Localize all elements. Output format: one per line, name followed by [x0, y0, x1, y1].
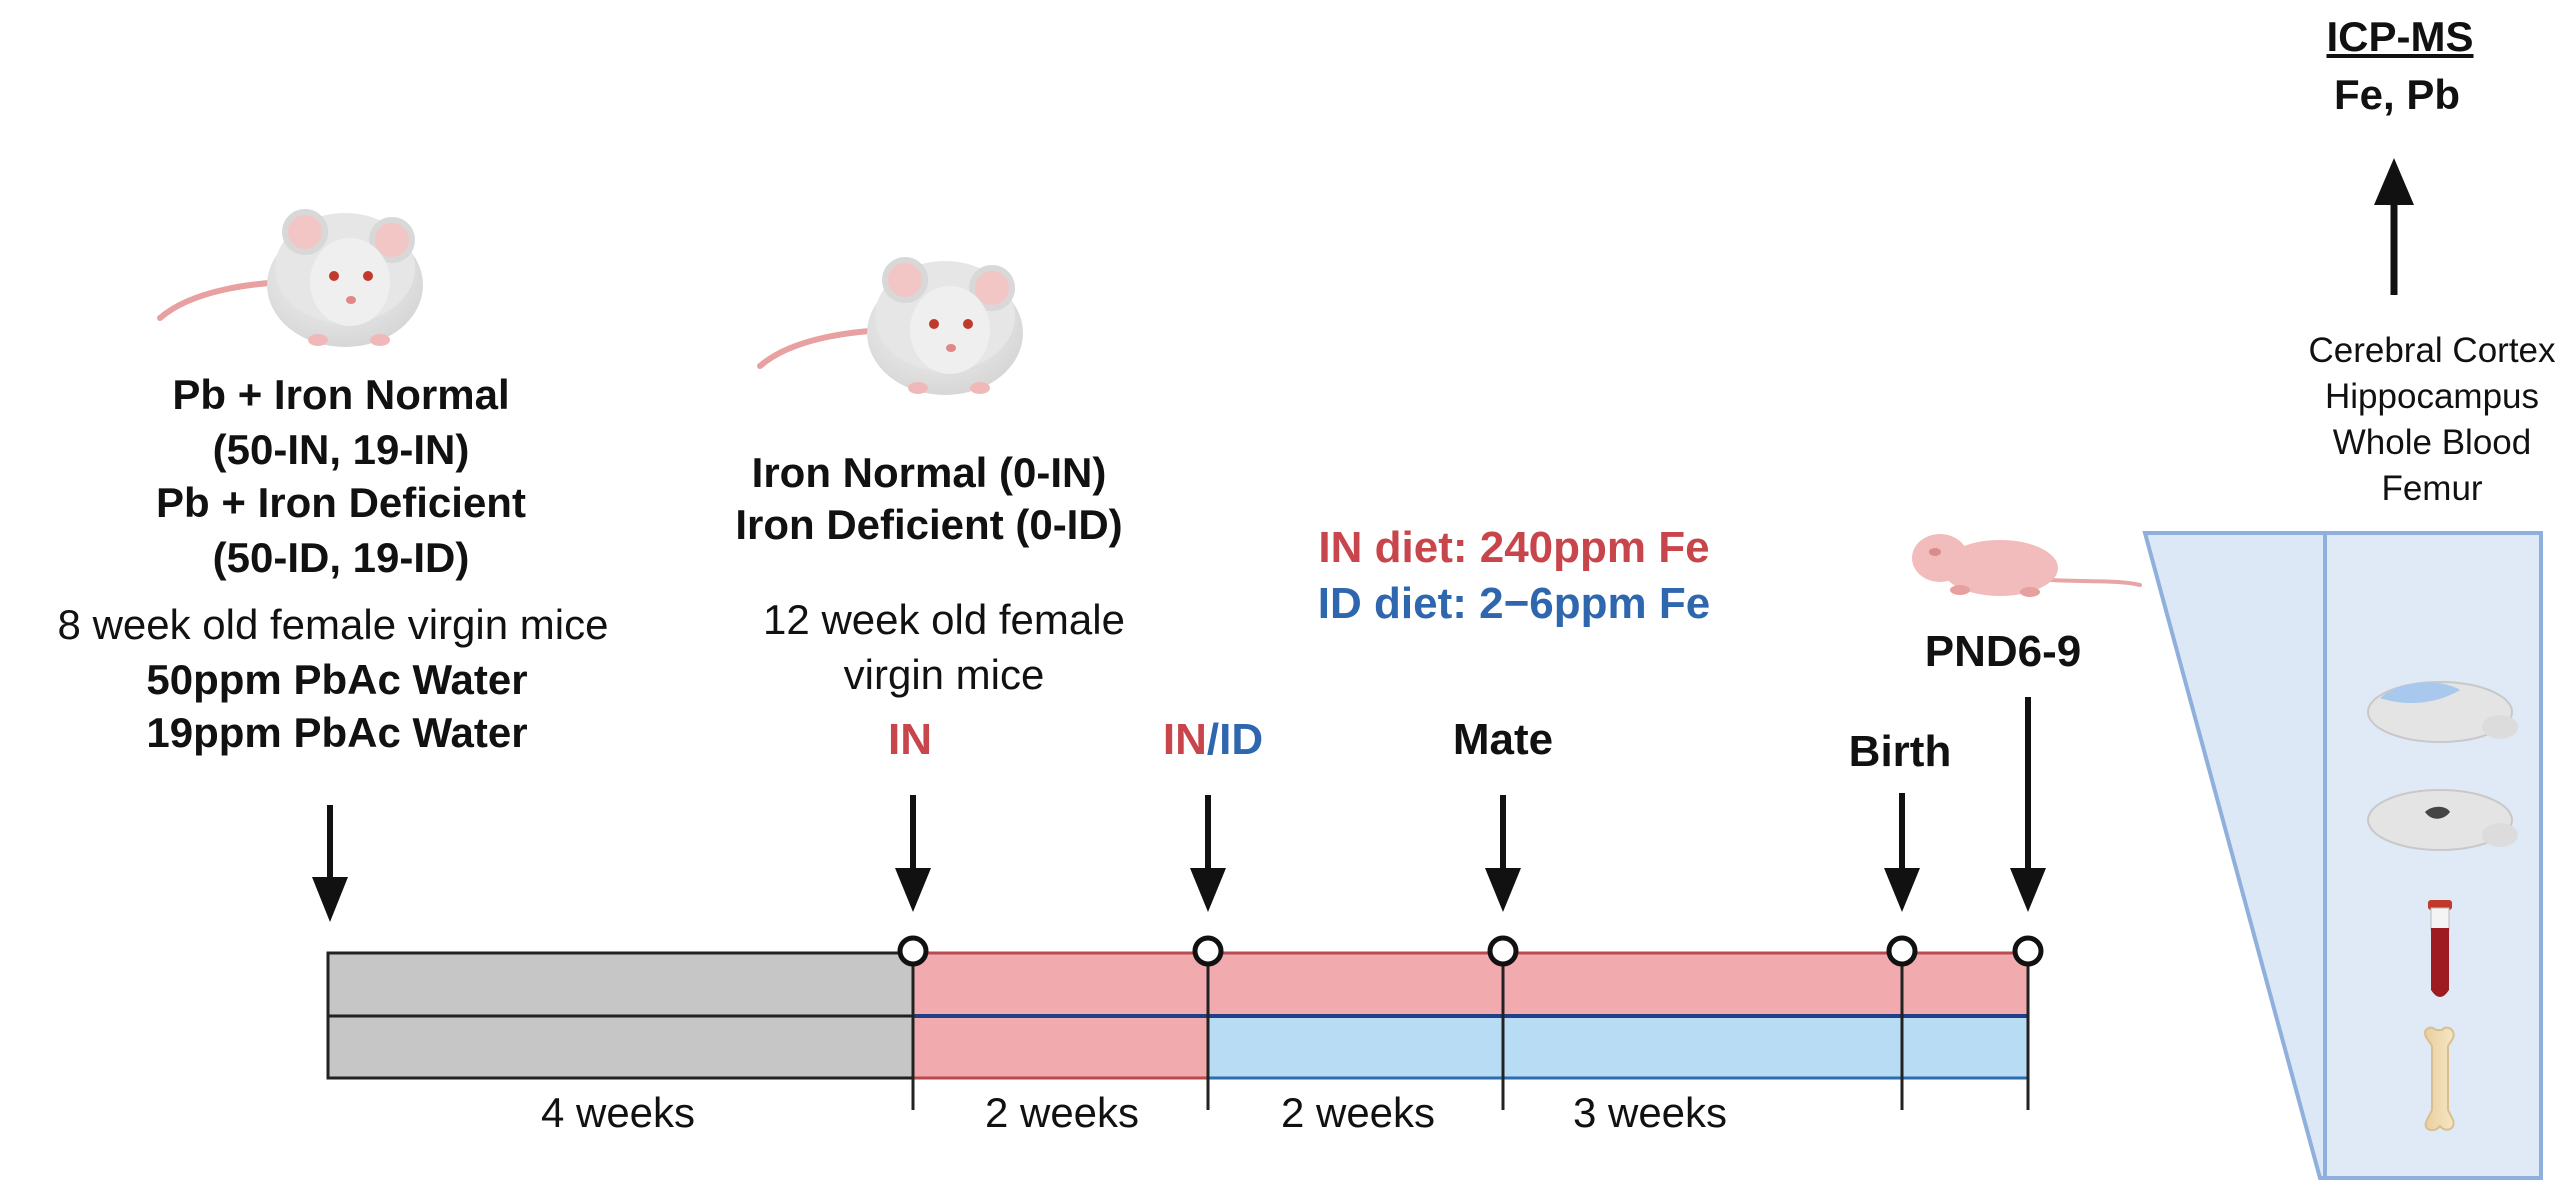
adult-mouse-icon-2 — [757, 257, 1023, 395]
group2-line2: Iron Deficient (0-ID) — [735, 501, 1123, 548]
tissue-blood: Whole Blood — [2332, 423, 2532, 462]
event-pnd: PND6-9 — [1924, 627, 2082, 676]
duration-4: 3 weeks — [1572, 1089, 1728, 1136]
event-slash: / — [1206, 715, 1220, 764]
group2-line1: Iron Normal (0-IN) — [751, 449, 1107, 496]
group2-desc1: 12 week old female — [763, 596, 1125, 643]
timeline-bars — [326, 950, 2030, 1110]
group1-desc: 8 week old female virgin mice — [57, 601, 609, 648]
group2-desc2: virgin mice — [843, 651, 1045, 698]
milestone-in — [897, 935, 929, 967]
group1-line3: Pb + Iron Deficient — [156, 479, 526, 526]
in-diet-label: IN diet: 240ppm Fe — [1318, 523, 1710, 572]
blue-bar-bottom — [1206, 1014, 2030, 1080]
arrow-in — [895, 795, 931, 912]
event-in-id: IN/ID — [1163, 714, 1263, 766]
cortex-icon — [2367, 681, 2518, 743]
group1-water1: 50ppm PbAc Water — [146, 656, 528, 703]
event-in: IN — [888, 715, 932, 764]
gray-bar-top — [326, 951, 915, 1018]
event-mate: Mate — [1452, 715, 1554, 764]
arrow-in-id — [1190, 795, 1226, 912]
group1-water2: 19ppm PbAc Water — [146, 709, 528, 756]
tissue-panel — [2142, 531, 2543, 1180]
femur-icon — [2424, 1026, 2455, 1132]
arrow-pnd — [2010, 697, 2046, 912]
pink-bar-top — [911, 951, 2030, 1018]
tissue-cortex: Cerebral Cortex — [2308, 331, 2556, 370]
arrow-start — [312, 805, 348, 922]
group1-line1: Pb + Iron Normal — [172, 371, 510, 418]
duration-1: 4 weeks — [540, 1089, 696, 1136]
hippocampus-icon — [2367, 789, 2518, 851]
tissue-hippocampus: Hippocampus — [2325, 377, 2539, 416]
arrow-birth — [1884, 793, 1920, 912]
icpms-title: ICP-MS — [2326, 13, 2474, 60]
tissue-femur: Femur — [2381, 469, 2483, 508]
event-id-part: ID — [1219, 715, 1264, 764]
arrow-mate — [1485, 795, 1521, 912]
milestone-in-id — [1192, 935, 1224, 967]
adult-mouse-icon — [157, 209, 423, 347]
pink-bar-bottom — [911, 1014, 1210, 1080]
gray-bar-bottom — [326, 1014, 915, 1080]
group1-line2: (50-IN, 19-IN) — [212, 426, 470, 473]
duration-2: 2 weeks — [984, 1089, 1140, 1136]
arrow-up-icpms — [2374, 158, 2414, 295]
id-diet-label: ID diet: 2−6ppm Fe — [1317, 579, 1711, 628]
milestone-birth — [1886, 935, 1918, 967]
event-birth: Birth — [1848, 727, 1952, 776]
milestone-markers — [897, 935, 2044, 967]
icpms-elements: Fe, Pb — [2333, 71, 2461, 118]
event-in-part: IN — [1162, 715, 1207, 764]
pup-mouse-icon — [1912, 534, 2142, 597]
group1-line4: (50-ID, 19-ID) — [212, 534, 470, 581]
milestone-pnd — [2012, 935, 2044, 967]
timeline-arrows — [312, 158, 2414, 922]
duration-3: 2 weeks — [1280, 1089, 1436, 1136]
milestone-mate — [1487, 935, 1519, 967]
blood-tube-icon — [2428, 900, 2452, 997]
